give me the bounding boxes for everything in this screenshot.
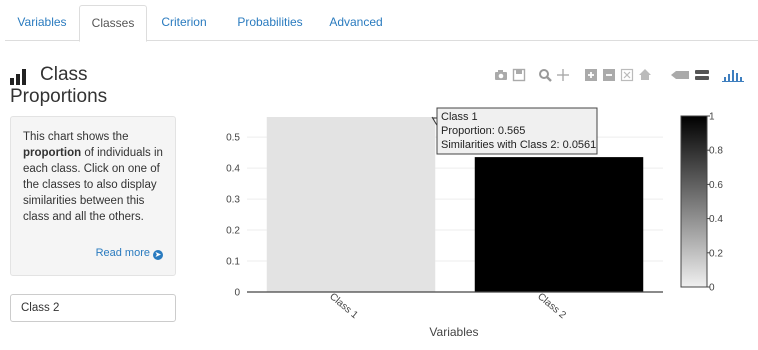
x-tick-label: Class 1 [327, 291, 360, 321]
tooltip-line2: Proportion: 0.565 [441, 125, 525, 137]
y-tick-label: 0 [234, 288, 240, 299]
hover-tooltip: Class 1 Proportion: 0.565 Similarities w… [431, 107, 598, 155]
info-text-end: of individuals in each class. Click on o… [23, 147, 163, 223]
y-tick-label: 0.5 [226, 133, 240, 144]
tab-variables[interactable]: Variables [17, 15, 67, 29]
x-axis-label: Variables [429, 325, 478, 339]
info-text-bold: proportion [23, 147, 82, 159]
y-tick-label: 0.2 [226, 226, 240, 237]
zoom-out-icon[interactable] [602, 68, 616, 82]
home-icon[interactable] [638, 68, 652, 82]
x-tick-label: Class 2 [535, 291, 568, 321]
class-select[interactable]: Class 2 [10, 294, 176, 322]
info-text-start: This chart shows the [23, 131, 129, 143]
bar-chart-icon [10, 69, 28, 85]
zoom-icon[interactable] [538, 68, 552, 82]
colorbar-tick-label: 0.6 [709, 180, 723, 191]
info-panel: This chart shows the proportion of indiv… [10, 116, 176, 276]
tab-advanced[interactable]: Advanced [329, 15, 383, 29]
pan-icon[interactable] [556, 68, 570, 82]
colorbar-tick-label: 0.4 [709, 214, 723, 225]
camera-icon[interactable] [494, 68, 508, 82]
y-tick-label: 0.4 [226, 164, 240, 175]
read-more-label: Read more [95, 247, 150, 259]
hover-closest-icon[interactable] [670, 68, 690, 82]
page-title-line1: Class [40, 64, 88, 85]
save-icon[interactable] [512, 68, 526, 82]
tab-probabilities[interactable]: Probabilities [237, 15, 303, 29]
page-title-line2: Proportions [10, 86, 108, 107]
tab-classes[interactable]: Classes [79, 5, 147, 42]
zoom-in-icon[interactable] [584, 68, 598, 82]
arrow-right-circle-icon: ➤ [153, 250, 163, 260]
tab-criterion[interactable]: Criterion [161, 15, 207, 29]
tooltip-line3: Similarities with Class 2: 0.0561 [441, 139, 596, 151]
tooltip-box [436, 107, 598, 155]
colorbar-tick-label: 0.2 [709, 248, 723, 259]
tab-bar: Variables Classes Criterion Probabilitie… [5, 5, 758, 42]
bar-class-2[interactable] [474, 157, 644, 292]
colorbar [680, 115, 708, 288]
tooltip-line1: Class 1 [441, 111, 478, 123]
y-tick-label: 0.3 [226, 195, 240, 206]
plotly-logo-icon[interactable] [722, 68, 744, 82]
autoscale-icon[interactable] [620, 68, 634, 82]
y-tick-label: 0.1 [226, 257, 240, 268]
colorbar-tick-label: 1 [709, 112, 715, 123]
colorbar-tick-label: 0.8 [709, 146, 723, 157]
colorbar-tick-label: 0 [709, 283, 715, 294]
hover-compare-icon[interactable] [694, 68, 710, 82]
read-more-link[interactable]: Read more ➤ [96, 245, 163, 261]
bar-class-1[interactable] [266, 117, 436, 292]
